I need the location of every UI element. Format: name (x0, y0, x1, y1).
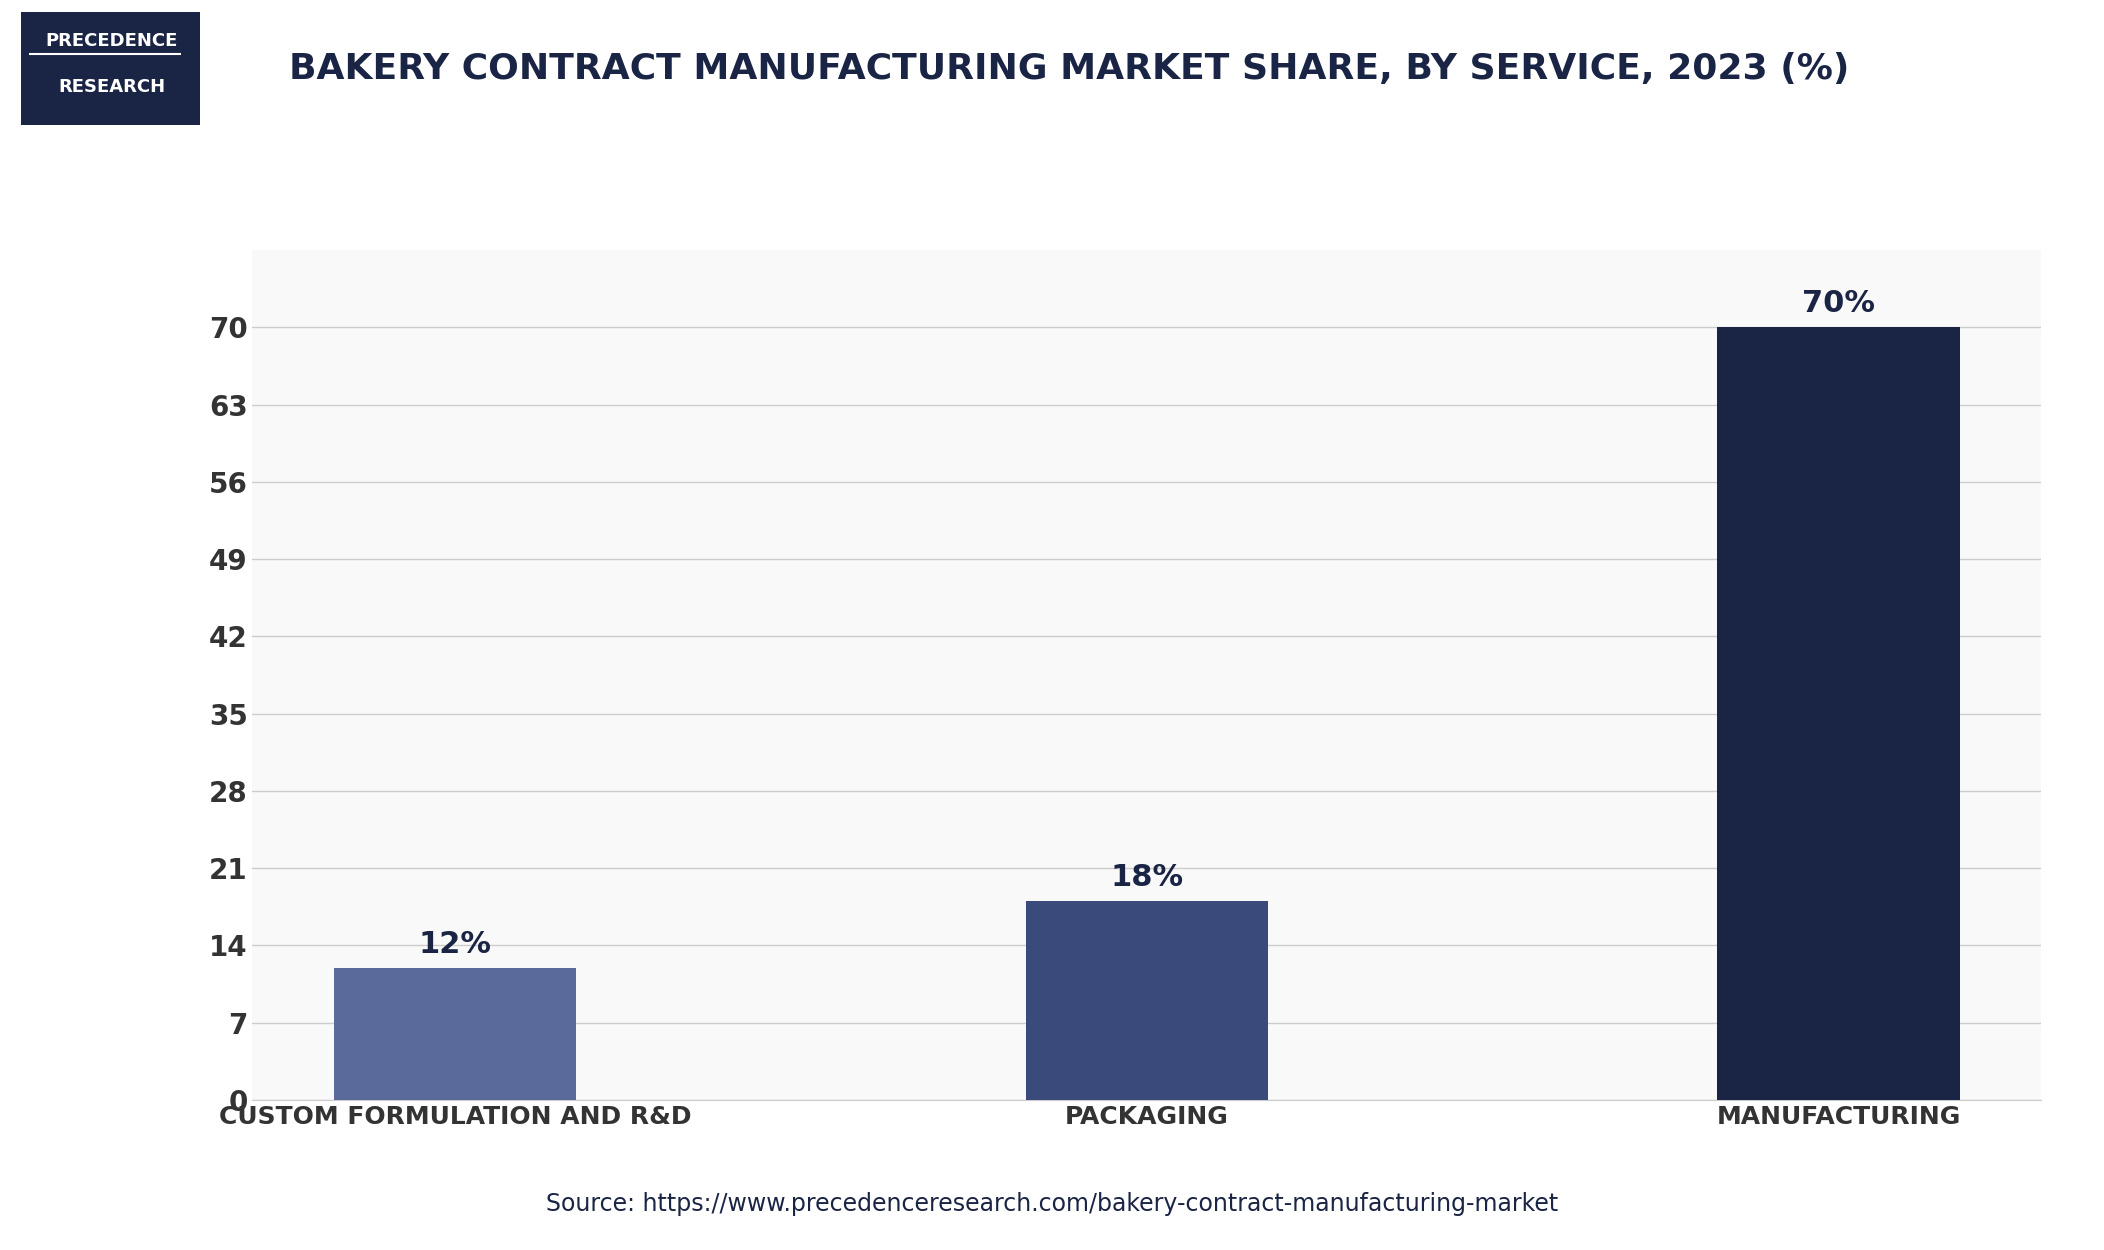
Text: RESEARCH: RESEARCH (59, 79, 164, 96)
Text: 12%: 12% (419, 930, 492, 959)
Text: BAKERY CONTRACT MANUFACTURING MARKET SHARE, BY SERVICE, 2023 (%): BAKERY CONTRACT MANUFACTURING MARKET SHA… (288, 51, 1849, 86)
Bar (1025, 901, 1269, 1100)
Text: Source: https://www.precedenceresearch.com/bakery-contract-manufacturing-market: Source: https://www.precedenceresearch.c… (545, 1191, 1559, 1216)
Bar (335, 968, 576, 1100)
Text: PRECEDENCE: PRECEDENCE (46, 32, 177, 50)
Text: 18%: 18% (1111, 864, 1182, 892)
Text: 70%: 70% (1801, 290, 1875, 319)
FancyBboxPatch shape (21, 12, 200, 125)
Bar (1717, 328, 1959, 1100)
